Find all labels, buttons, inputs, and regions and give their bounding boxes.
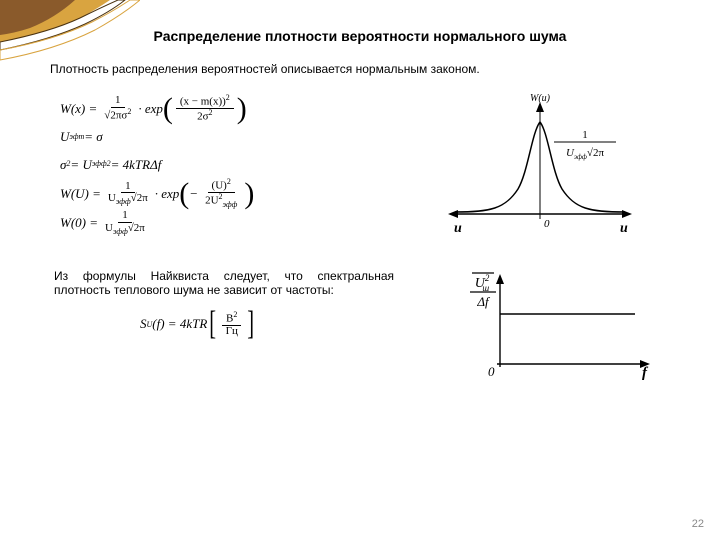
flat-spectrum-chart: 0 f U2шΔf xyxy=(460,269,660,389)
svg-text:U2ш: U2ш xyxy=(475,273,490,293)
svg-text:u: u xyxy=(454,221,462,236)
svg-text:f: f xyxy=(642,365,649,381)
subtitle-text: Плотность распределения вероятностей опи… xyxy=(50,62,680,76)
svg-text:W(u): W(u) xyxy=(530,94,551,104)
svg-text:Δf: Δf xyxy=(476,294,491,309)
svg-text:0: 0 xyxy=(544,218,550,230)
bell-curve-chart: W(u) u u 0 1 Uэфф√2π xyxy=(440,94,640,249)
formula-block-1: W(x) = 1 √2πσ2 · exp ( (x − m(x))2 2σ2 )… xyxy=(60,94,400,237)
corner-decoration xyxy=(0,0,140,80)
svg-text:0: 0 xyxy=(488,364,495,379)
formula-block-2: SU(f) = 4kTR [ B2 Гц ] xyxy=(140,311,440,338)
page-number: 22 xyxy=(692,518,704,530)
svg-text:1: 1 xyxy=(582,129,588,141)
svg-text:u: u xyxy=(620,221,628,236)
paragraph-nyquist: Из формулы Найквиста следует, что спектр… xyxy=(54,269,394,297)
svg-text:Uэфф√2π: Uэфф√2π xyxy=(566,147,604,161)
